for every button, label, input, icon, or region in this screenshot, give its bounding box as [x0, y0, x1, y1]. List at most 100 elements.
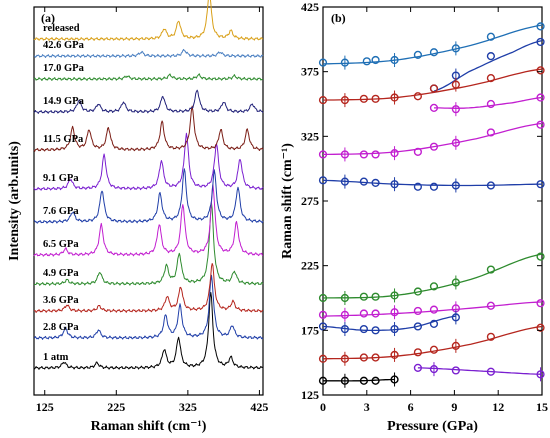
data-point	[451, 278, 460, 287]
fit-line	[322, 179, 542, 187]
data-point	[486, 32, 496, 41]
spectrum-label: 17.0 GPa	[43, 63, 85, 74]
fit-line	[323, 122, 543, 156]
data-point	[318, 310, 328, 319]
data-point	[359, 177, 368, 186]
spectrum-curve	[33, 89, 264, 114]
data-point	[486, 74, 496, 83]
data-point	[413, 322, 423, 331]
spectrum-curve	[33, 274, 264, 340]
data-point	[340, 310, 350, 319]
data-point	[451, 105, 460, 114]
data-point	[359, 94, 368, 103]
data-point	[451, 341, 460, 350]
panel-a-x-axis-label: Raman shift (cm⁻¹)	[91, 419, 207, 434]
spectra-labels: 1 atm 2.8 GPa 3.6 GPa 4.9 GPa 6.5 GPa 7.6 GPa…	[43, 23, 85, 363]
data-point	[413, 92, 423, 101]
spectrum-curve	[33, 73, 264, 81]
data-point	[362, 57, 371, 66]
data-point	[486, 181, 496, 190]
fit-line	[322, 253, 543, 299]
data-point	[318, 150, 328, 159]
panel-b-scatter: (b) 0 3 6 9 12 15 125 175 225 275 325 375 425 Pressu…	[280, 0, 548, 434]
data-point	[390, 350, 399, 360]
data-point	[429, 84, 439, 93]
data-point	[486, 265, 496, 274]
spectra-curves	[33, 0, 264, 370]
data-point	[359, 353, 368, 362]
x-tick-label: 425	[250, 400, 268, 414]
data-point	[359, 292, 368, 301]
data-point	[318, 293, 328, 303]
x-tick-label: 6	[408, 400, 414, 414]
data-point	[318, 376, 328, 385]
data-points	[318, 22, 545, 388]
data-point	[486, 367, 496, 376]
data-point	[359, 309, 368, 318]
data-point	[340, 354, 350, 363]
fit-curves	[322, 24, 543, 382]
data-point	[359, 376, 368, 385]
data-point	[318, 176, 328, 185]
fit-line	[322, 68, 543, 101]
data-point	[359, 324, 368, 334]
data-point	[359, 150, 368, 159]
spectrum-curve	[33, 202, 264, 286]
data-point	[390, 324, 399, 334]
data-point	[451, 44, 460, 53]
spectrum-label: 11.5 GPa	[43, 134, 84, 145]
data-point	[486, 332, 496, 341]
fit-line	[433, 39, 543, 92]
spectrum-label: 14.9 GPa	[43, 96, 85, 107]
x-tick-label: 325	[179, 400, 197, 414]
data-point	[371, 376, 380, 385]
spectrum-curve	[33, 184, 264, 257]
panel-b-x-axis-label: Pressure (GPa)	[387, 419, 478, 434]
data-point	[429, 319, 439, 328]
data-point	[429, 48, 439, 57]
data-point	[429, 142, 439, 151]
data-point	[486, 301, 496, 310]
data-point	[486, 128, 496, 137]
fit-line	[322, 301, 543, 317]
data-point	[429, 103, 439, 112]
data-point	[371, 353, 380, 362]
panel-b-y-axis-label: Raman shift (cm⁻¹)	[280, 143, 295, 259]
data-point	[413, 363, 423, 372]
data-point	[371, 94, 380, 103]
data-point	[451, 366, 460, 375]
data-point	[413, 348, 423, 357]
data-point	[340, 324, 350, 334]
panel-a-y-axis-label: Intensity (arb.units)	[7, 141, 22, 261]
data-point	[340, 376, 350, 385]
data-point	[371, 55, 380, 65]
data-point	[429, 305, 439, 314]
data-point	[486, 52, 496, 61]
spectrum-curve	[33, 105, 264, 152]
spectrum-label: 7.6 GPa	[43, 206, 79, 217]
spectrum-label: 9.1 GPa	[43, 173, 79, 184]
panel-a-frame	[33, 6, 264, 396]
spectrum-label: 2.8 GPa	[43, 322, 79, 333]
x-tick-label: 12	[492, 400, 504, 414]
fit-line	[323, 378, 395, 382]
x-tick-label: 9	[451, 400, 457, 414]
panel-b-axes: 0 3 6 9 12 15 125 175 225 275 325 375 425	[301, 0, 548, 414]
data-point	[413, 287, 423, 296]
data-point	[390, 180, 399, 189]
data-point	[536, 93, 545, 102]
data-point	[318, 96, 328, 105]
data-point	[371, 178, 380, 187]
data-point	[340, 293, 350, 303]
data-point	[390, 291, 399, 300]
data-point	[390, 93, 399, 102]
data-point	[536, 323, 545, 332]
data-point	[536, 120, 545, 129]
fit-line	[417, 367, 543, 375]
y-tick-label: 375	[301, 65, 319, 79]
data-point	[371, 309, 380, 318]
data-point	[429, 182, 439, 191]
x-tick-label: 0	[320, 400, 326, 414]
spectrum-curve	[33, 292, 264, 370]
